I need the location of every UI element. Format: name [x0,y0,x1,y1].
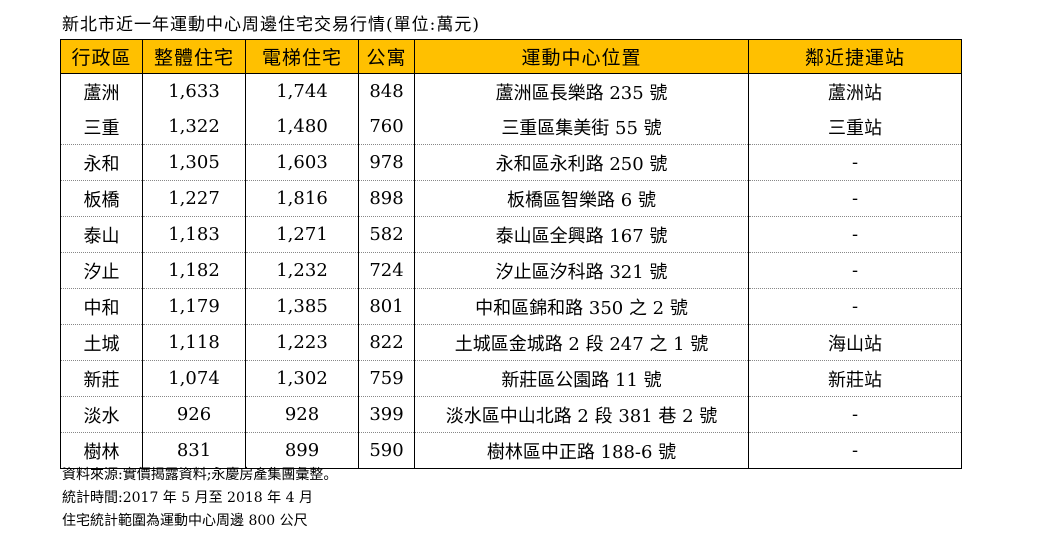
location-cell: 中和區錦和路 350 之 2 號 [414,288,749,325]
col-header-apartment: 公寓 [358,39,415,74]
elevator-price-cell: 1,816 [245,180,359,217]
mrt-station-cell: 三重站 [748,109,962,145]
housing-price-table: 行政區 整體住宅 電梯住宅 公寓 運動中心位置 鄰近捷運站 蘆洲 1,633 1… [60,39,962,469]
district-cell: 淡水 [60,396,143,433]
elevator-price-cell: 928 [245,396,359,433]
col-header-overall: 整體住宅 [142,39,246,74]
overall-price-cell: 1,179 [142,288,246,325]
mrt-station-cell: - [748,216,962,253]
overall-price-cell: 926 [142,396,246,433]
location-cell: 汐止區汐科路 321 號 [414,252,749,289]
location-cell: 三重區集美街 55 號 [414,109,749,145]
district-cell: 板橋 [60,180,143,217]
location-cell: 淡水區中山北路 2 段 381 巷 2 號 [414,396,749,433]
data-source-note: 資料來源:實價揭露資料;永慶房產集團彙整。 [62,467,338,483]
footnotes: 資料來源:實價揭露資料;永慶房產集團彙整。 統計時間:2017 年 5 月至 2… [62,464,337,533]
table-row: 汐止 1,182 1,232 724 汐止區汐科路 321 號 - [60,252,962,289]
location-cell: 土城區金城路 2 段 247 之 1 號 [414,324,749,361]
statistics-period-note: 統計時間:2017 年 5 月至 2018 年 4 月 [62,490,313,506]
elevator-price-cell: 899 [245,432,359,469]
overall-price-cell: 1,183 [142,216,246,253]
apartment-price-cell: 898 [358,180,415,217]
district-cell: 中和 [60,288,143,325]
table-row: 中和 1,179 1,385 801 中和區錦和路 350 之 2 號 - [60,288,962,325]
district-cell: 泰山 [60,216,143,253]
table-row: 淡水 926 928 399 淡水區中山北路 2 段 381 巷 2 號 - [60,396,962,433]
location-cell: 永和區永利路 250 號 [414,144,749,181]
table-row: 蘆洲 1,633 1,744 848 蘆洲區長樂路 235 號 蘆洲站 [60,73,962,109]
location-cell: 板橋區智樂路 6 號 [414,180,749,217]
district-cell: 汐止 [60,252,143,289]
apartment-price-cell: 801 [358,288,415,325]
location-cell: 蘆洲區長樂路 235 號 [414,73,749,109]
col-header-center-location: 運動中心位置 [414,39,749,74]
district-cell: 土城 [60,324,143,361]
mrt-station-cell: - [748,144,962,181]
mrt-station-cell: - [748,252,962,289]
location-cell: 泰山區全興路 167 號 [414,216,749,253]
mrt-station-cell: - [748,180,962,217]
elevator-price-cell: 1,480 [245,109,359,145]
overall-price-cell: 1,305 [142,144,246,181]
table-row: 樹林 831 899 590 樹林區中正路 188-6 號 - [60,432,962,469]
mrt-station-cell: - [748,432,962,469]
mrt-station-cell: 蘆洲站 [748,73,962,109]
apartment-price-cell: 848 [358,73,415,109]
elevator-price-cell: 1,744 [245,73,359,109]
table-row: 新莊 1,074 1,302 759 新莊區公園路 11 號 新莊站 [60,360,962,397]
table-row: 泰山 1,183 1,271 582 泰山區全興路 167 號 - [60,216,962,253]
district-cell: 新莊 [60,360,143,397]
location-cell: 新莊區公園路 11 號 [414,360,749,397]
apartment-price-cell: 978 [358,144,415,181]
overall-price-cell: 1,633 [142,73,246,109]
apartment-price-cell: 582 [358,216,415,253]
table-row: 永和 1,305 1,603 978 永和區永利路 250 號 - [60,144,962,181]
district-cell: 永和 [60,144,143,181]
apartment-price-cell: 822 [358,324,415,361]
table-row: 土城 1,118 1,223 822 土城區金城路 2 段 247 之 1 號 … [60,324,962,361]
location-cell: 樹林區中正路 188-6 號 [414,432,749,469]
mrt-station-cell: 新莊站 [748,360,962,397]
table-row: 板橋 1,227 1,816 898 板橋區智樂路 6 號 - [60,180,962,217]
apartment-price-cell: 760 [358,109,415,145]
mrt-station-cell: - [748,288,962,325]
apartment-price-cell: 759 [358,360,415,397]
col-header-mrt-station: 鄰近捷運站 [748,39,962,74]
district-cell: 三重 [60,109,143,145]
overall-price-cell: 1,227 [142,180,246,217]
apartment-price-cell: 724 [358,252,415,289]
elevator-price-cell: 1,603 [245,144,359,181]
overall-price-cell: 1,118 [142,324,246,361]
overall-price-cell: 1,074 [142,360,246,397]
overall-price-cell: 1,182 [142,252,246,289]
col-header-elevator: 電梯住宅 [245,39,359,74]
district-cell: 蘆洲 [60,73,143,109]
elevator-price-cell: 1,385 [245,288,359,325]
col-header-district: 行政區 [60,39,143,74]
elevator-price-cell: 1,271 [245,216,359,253]
district-cell: 樹林 [60,432,143,469]
apartment-price-cell: 590 [358,432,415,469]
table-title: 新北市近一年運動中心周邊住宅交易行情(單位:萬元) [62,15,480,35]
apartment-price-cell: 399 [358,396,415,433]
mrt-station-cell: - [748,396,962,433]
header-row: 行政區 整體住宅 電梯住宅 公寓 運動中心位置 鄰近捷運站 [60,39,962,74]
elevator-price-cell: 1,302 [245,360,359,397]
overall-price-cell: 1,322 [142,109,246,145]
table-row: 三重 1,322 1,480 760 三重區集美街 55 號 三重站 [60,109,962,145]
statistics-range-note: 住宅統計範圍為運動中心周邊 800 公尺 [62,513,308,529]
overall-price-cell: 831 [142,432,246,469]
mrt-station-cell: 海山站 [748,324,962,361]
elevator-price-cell: 1,232 [245,252,359,289]
elevator-price-cell: 1,223 [245,324,359,361]
